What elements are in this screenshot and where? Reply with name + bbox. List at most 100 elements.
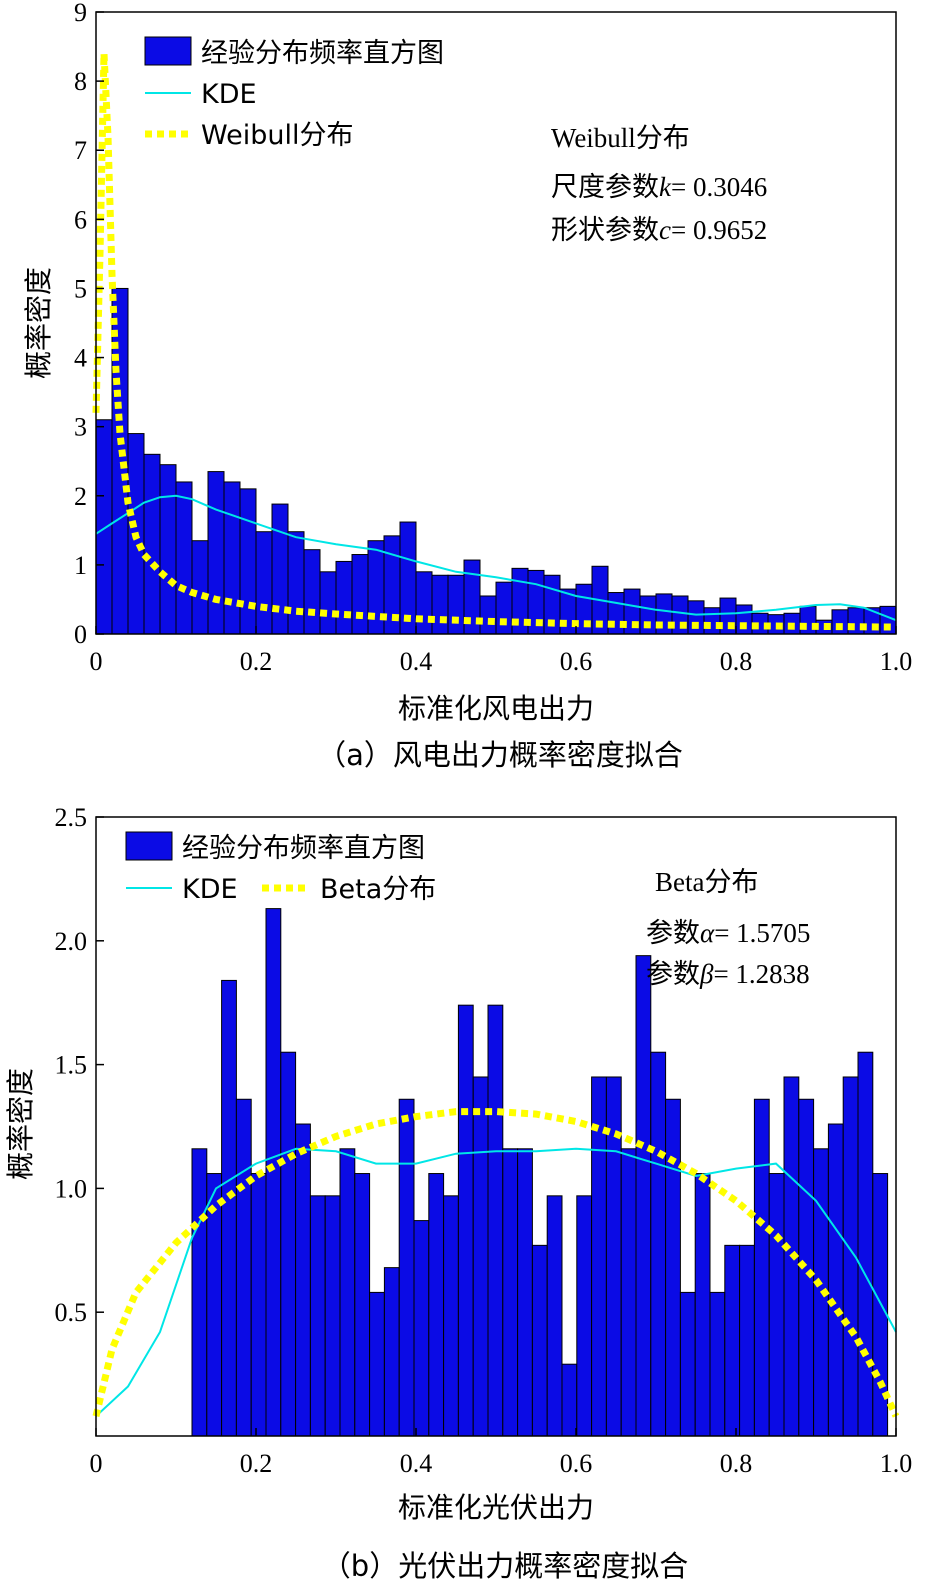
x-tick-label: 1.0 <box>880 1449 913 1478</box>
histogram-bar <box>287 531 305 635</box>
legend-label-histogram: 经验分布频率直方图 <box>201 38 444 69</box>
legend-label-kde: KDE <box>182 874 238 905</box>
y-tick-label: 8 <box>74 67 87 96</box>
histogram-bar <box>207 471 225 635</box>
histogram-bar <box>428 1173 445 1437</box>
x-tick-label: 0.8 <box>720 647 753 676</box>
histogram-bar <box>443 1195 459 1437</box>
weibull-fit-line <box>92 53 897 631</box>
legend-label-histogram: 经验分布频率直方图 <box>182 833 425 864</box>
histogram-bar <box>95 419 113 635</box>
legend-label-fit: Weibull分布 <box>201 120 353 151</box>
histogram-bar <box>303 549 321 635</box>
histogram-bar <box>709 1291 726 1437</box>
histogram-bar <box>739 1244 755 1437</box>
panel-wind: 0 0.2 0.4 0.6 0.8 1.0 0 1 2 3 4 5 6 7 8 9 经验分布频率直方图 KDE… <box>22 0 912 772</box>
histogram-bar <box>250 1173 267 1437</box>
histogram-bar <box>111 287 129 635</box>
histogram-bar <box>351 554 369 635</box>
histogram-bar <box>487 1004 504 1437</box>
histogram-bar <box>735 604 753 635</box>
x-axis-label: 标准化风电出力 <box>398 692 594 725</box>
x-tick-label: 0 <box>90 1449 103 1478</box>
histogram-bar <box>635 955 652 1437</box>
y-tick-label: 2.5 <box>55 803 88 832</box>
histogram-bar <box>191 540 209 635</box>
subplot-caption: （b）光伏出力概率密度拟合 <box>322 1549 688 1583</box>
histogram-bar <box>398 1098 415 1437</box>
x-tick-label: 0.6 <box>560 647 593 676</box>
histogram-bar <box>265 908 282 1437</box>
histogram-bar <box>271 503 289 635</box>
x-tick-label: 1.0 <box>880 647 913 676</box>
histogram-bar <box>495 581 513 635</box>
x-axis-label: 标准化光伏出力 <box>398 1491 594 1524</box>
plot-frame <box>95 816 897 1437</box>
histogram-bar <box>724 1244 741 1437</box>
histogram-bar <box>517 1148 533 1437</box>
histogram-bar <box>576 1195 593 1437</box>
y-axis-label: 概率密度 <box>4 1068 37 1180</box>
histogram-bar <box>175 481 193 635</box>
histogram-bar <box>255 531 273 635</box>
x-tick-label: 0.4 <box>400 1449 433 1478</box>
annotation-title: Weibull分布 <box>551 123 690 153</box>
histogram-bar <box>383 1267 400 1437</box>
histogram-bar <box>206 1173 223 1437</box>
histogram-bar <box>339 1148 356 1437</box>
parameter-annotation: Beta分布 参数α= 1.5705 参数β= 1.2838 <box>646 867 810 989</box>
histogram-bar <box>768 1173 785 1437</box>
histogram-bar <box>280 1051 297 1437</box>
histogram-bar <box>694 1173 711 1437</box>
x-tick-label: 0.4 <box>400 647 433 676</box>
histogram-bar <box>295 1123 311 1437</box>
histogram-bar <box>679 1291 696 1437</box>
y-tick-label: 1.5 <box>55 1051 88 1080</box>
legend-label-kde: KDE <box>201 79 257 110</box>
histogram-bar <box>457 1004 474 1437</box>
histogram-bar <box>650 1051 667 1437</box>
histogram-bar <box>531 1244 548 1437</box>
y-tick-label: 2.0 <box>55 927 88 956</box>
histogram-bar <box>309 1195 326 1437</box>
annotation-title: Beta分布 <box>655 867 758 897</box>
histogram-bar <box>431 574 449 635</box>
histogram-bar <box>447 574 465 635</box>
histogram-bar <box>415 571 433 635</box>
legend: 经验分布频率直方图 KDE Weibull分布 <box>144 36 444 151</box>
y-tick-label: 1 <box>74 551 87 580</box>
axis-ticks: 0 0.2 0.4 0.6 0.8 1.0 0.5 1.0 1.5 2.0 2.5 <box>55 803 913 1478</box>
histogram-bar <box>502 1148 519 1437</box>
histogram-bar <box>223 481 241 635</box>
plot-frame <box>95 11 897 635</box>
y-tick-label: 0 <box>74 620 87 649</box>
y-tick-label: 3 <box>74 413 87 442</box>
y-tick-label: 0.5 <box>55 1298 88 1327</box>
axis-ticks: 0 0.2 0.4 0.6 0.8 1.0 0 1 2 3 4 5 6 7 8 9 <box>74 0 912 676</box>
histogram-bar <box>479 595 497 635</box>
annotation-line-1: 尺度参数k= 0.3046 <box>551 172 767 202</box>
histogram-bar <box>239 488 257 635</box>
histogram-bar <box>827 1123 844 1437</box>
legend-swatch-histogram <box>144 36 192 66</box>
y-tick-label: 1.0 <box>55 1174 88 1203</box>
annotation-line-2: 形状参数c= 0.9652 <box>551 215 767 245</box>
histogram-bar <box>561 1363 578 1437</box>
histogram-bar <box>546 1195 563 1437</box>
histogram-bar <box>687 600 705 635</box>
histogram-bar <box>472 1076 489 1437</box>
histogram-bar <box>369 1291 385 1437</box>
histogram-bar <box>143 453 161 635</box>
histogram-bar <box>413 1220 430 1437</box>
histogram-bar <box>620 1148 637 1437</box>
y-tick-label: 7 <box>74 136 87 165</box>
legend-label-fit: Beta分布 <box>320 874 436 905</box>
y-tick-label: 9 <box>74 0 87 27</box>
x-tick-label: 0.2 <box>240 1449 273 1478</box>
histogram-bar <box>191 1148 208 1437</box>
y-axis-label: 概率密度 <box>22 267 55 379</box>
annotation-line-2: 参数β= 1.2838 <box>646 959 810 989</box>
annotation-line-1: 参数α= 1.5705 <box>646 918 810 948</box>
subplot-caption: （a）风电出力概率密度拟合 <box>317 738 683 772</box>
